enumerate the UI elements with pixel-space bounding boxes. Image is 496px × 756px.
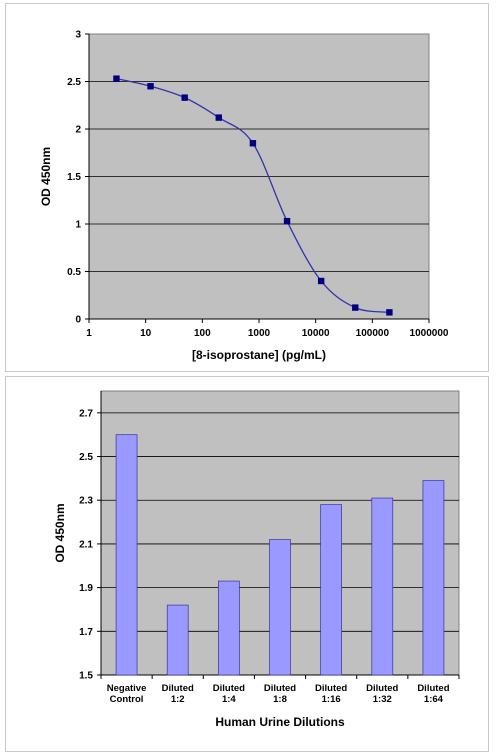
y-axis-title: OD 450nm (39, 147, 53, 206)
bar (115, 434, 138, 676)
data-point (352, 304, 359, 311)
y-tick-label: 2 (75, 125, 81, 136)
bar (269, 539, 291, 676)
x-tick-label: 100000 (356, 328, 390, 339)
x-tick-label: 1000 (248, 328, 271, 339)
y-tick-label: 2.1 (79, 539, 93, 550)
category-label: 1:2 (171, 694, 185, 705)
bar (166, 604, 189, 676)
y-tick-label: 1.7 (79, 627, 93, 638)
chart-panel-urine-dilutions: 1.5 1.7 1.9 2.1 2.3 2.5 2.7 Negative Control Dilu… (5, 376, 489, 752)
y-tick-label: 1.5 (67, 172, 81, 183)
data-point (283, 217, 291, 225)
data-point (147, 83, 154, 90)
category-label: Diluted (315, 683, 347, 694)
standard-curve-chart: 0 0.5 1 1.5 2 2.5 3 1 10 100 1000 10000 100000 100000… (39, 30, 449, 363)
data-point (317, 277, 325, 285)
x-axis-title: [8-isoprostane] (pg/mL) (192, 348, 326, 362)
x-tick-label: 10000 (302, 328, 330, 339)
y-axis-title: OD 450nm (53, 503, 67, 562)
data-point (249, 140, 257, 147)
x-tick-label: 10 (140, 328, 152, 339)
x-tick-label: 1000000 (410, 328, 449, 339)
data-point (215, 114, 222, 121)
y-tick-label: 2.5 (67, 77, 81, 88)
category-label: Diluted (417, 683, 449, 694)
y-tick-label: 3 (75, 30, 81, 41)
x-tick-label: 100 (194, 328, 211, 339)
y-tick-label: 2.5 (79, 452, 93, 463)
x-tick-label: 1 (86, 328, 92, 339)
category-label: Diluted (162, 683, 194, 694)
bar (371, 497, 394, 676)
category-label: Control (110, 694, 144, 705)
chart-panel-standard-curve: 0 0.5 1 1.5 2 2.5 3 1 10 100 1000 10000 100000 100000… (5, 3, 489, 372)
x-axis-title: Human Urine Dilutions (215, 715, 345, 729)
y-tick-label: 0 (75, 315, 81, 326)
y-tick-label: 1.9 (79, 583, 93, 594)
y-tick-label: 2.7 (79, 408, 93, 419)
category-label: 1:16 (322, 694, 341, 705)
y-tick-label: 1 (75, 220, 81, 231)
category-label: 1:64 (424, 694, 444, 705)
category-label: 1:8 (273, 694, 287, 705)
category-label: 1:4 (222, 694, 236, 705)
category-label: Diluted (213, 683, 245, 694)
y-tick-label: 0.5 (67, 267, 81, 278)
data-point (113, 75, 120, 82)
y-tick-label: 1.5 (79, 671, 93, 682)
bar (422, 480, 445, 676)
data-point (386, 309, 393, 316)
category-label: Diluted (366, 683, 398, 694)
category-label: Negative (107, 683, 147, 694)
category-label: 1:32 (373, 694, 392, 705)
bar (218, 580, 240, 676)
data-point (181, 94, 188, 101)
category-label: Diluted (264, 683, 296, 694)
bar (320, 504, 342, 676)
y-tick-label: 2.3 (79, 496, 93, 507)
